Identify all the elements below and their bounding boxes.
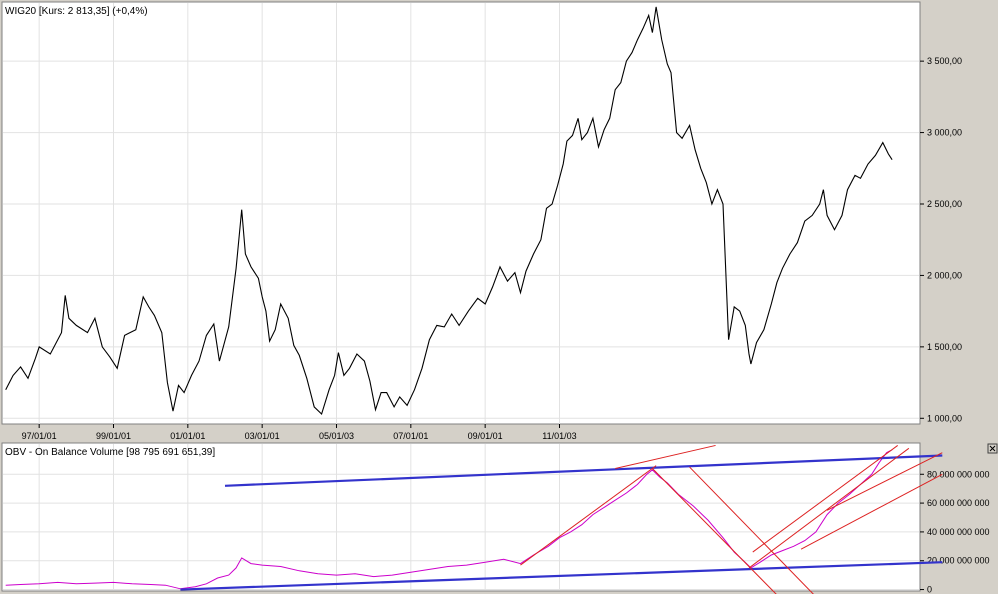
price-chart-title: WIG20 [Kurs: 2 813,35] (+0,4%) (5, 6, 148, 17)
y-tick-label: 60 000 000 000 (927, 498, 990, 508)
obv-y-ticks: 0 20 000 000 000 40 000 000 000 60 000 000 … (920, 469, 990, 594)
x-tick-label: 03/01/01 (245, 431, 280, 441)
x-tick-label: 09/01/01 (468, 431, 503, 441)
price-grid (3, 3, 919, 424)
y-tick-label: 3 500,00 (927, 56, 962, 66)
y-tick-label: 1 500,00 (927, 342, 962, 352)
obv-grid (3, 444, 919, 591)
x-tick-label: 01/01/01 (170, 431, 205, 441)
trendline-red-3[interactable] (520, 465, 657, 566)
y-tick-label: 3 000,00 (927, 128, 962, 138)
obv-plot-area (1, 442, 921, 592)
x-tick-label: 05/01/03 (319, 431, 354, 441)
y-tick-label: 80 000 000 000 (927, 469, 990, 479)
y-tick-label: 20 000 000 000 (927, 556, 990, 566)
x-tick-label: 97/01/01 (22, 431, 57, 441)
trendline-red-4[interactable] (615, 444, 716, 469)
price-series-line (5, 6, 893, 416)
y-tick-label: 2 000,00 (927, 270, 962, 280)
y-tick-label: 2 500,00 (927, 199, 962, 209)
trendline-red-6[interactable] (689, 466, 816, 594)
trendline-blue-1[interactable] (224, 454, 943, 487)
x-tick-label: 07/01/01 (393, 431, 428, 441)
y-tick-label: 1 000,00 (927, 413, 962, 423)
trendline-red-5[interactable] (652, 468, 778, 594)
price-x-ticks: 97/01/01 99/01/01 01/01/01 03/01/01 05/01/03… (22, 424, 577, 441)
trendline-blue-2[interactable] (180, 561, 943, 591)
obv-chart-title: OBV - On Balance Volume [98 795 691 651,… (5, 447, 215, 458)
price-plot-area (1, 1, 921, 425)
y-tick-label: 0 (927, 585, 932, 594)
obv-trendlines (180, 444, 943, 594)
x-tick-label: 99/01/01 (96, 431, 131, 441)
trendline-red-9[interactable] (800, 473, 943, 550)
y-tick-label: 40 000 000 000 (927, 527, 990, 537)
trendline-red-8[interactable] (752, 445, 898, 553)
x-tick-label: 11/01/03 (542, 431, 576, 441)
close-panel-icon[interactable] (987, 443, 998, 454)
trendline-red-7[interactable] (748, 447, 910, 569)
trendline-red-10[interactable] (826, 452, 943, 511)
price-y-ticks: 1 000,00 1 500,00 2 000,00 2 500,00 3 000,00… (920, 56, 962, 423)
